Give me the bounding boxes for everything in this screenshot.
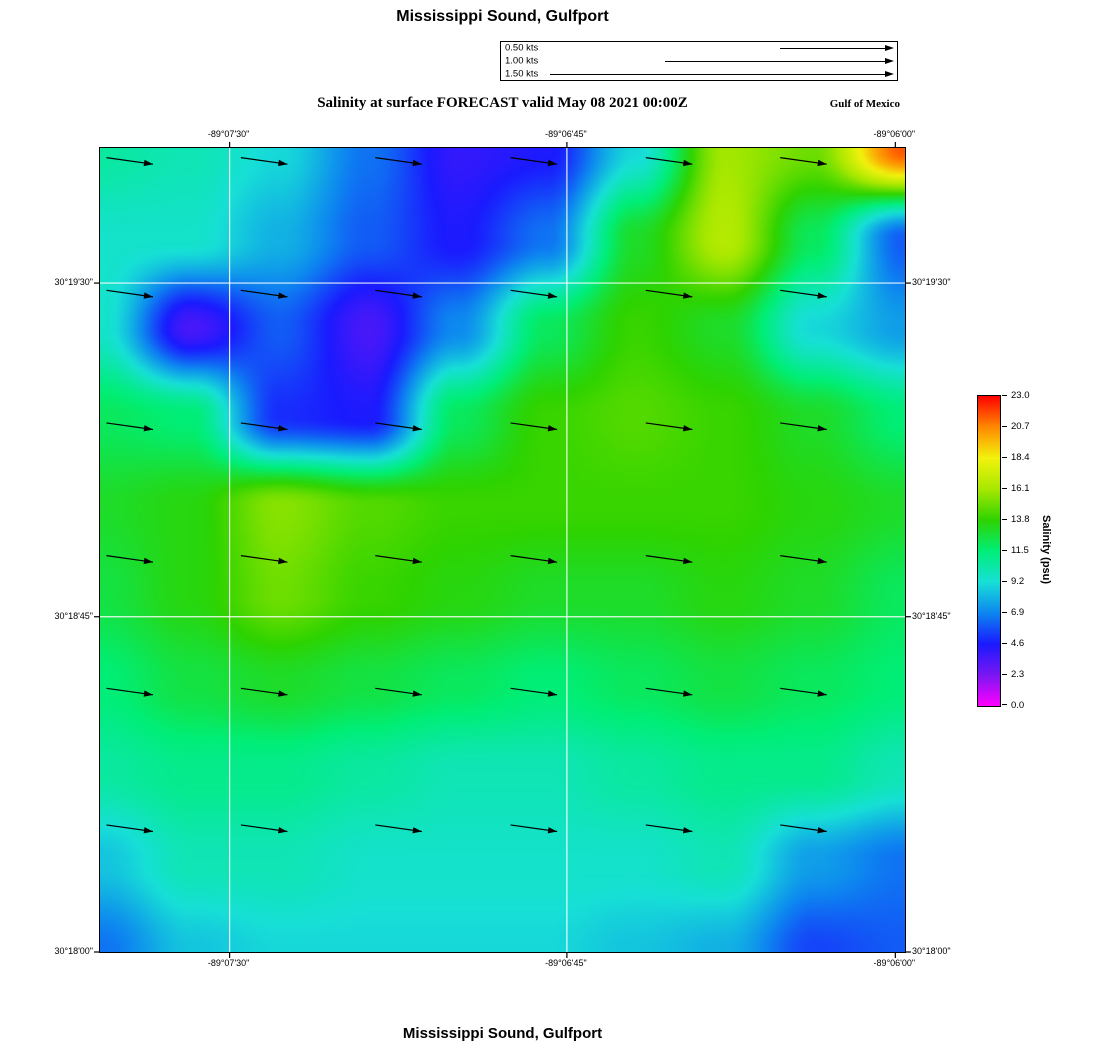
colorbar-tick-label: 2.3 <box>1011 669 1025 680</box>
current-arrow-head <box>817 690 827 697</box>
current-arrow-head <box>817 425 827 432</box>
current-arrow-head <box>143 425 153 432</box>
colorbar-tick-mark <box>1002 426 1007 427</box>
colorbar-tick-label: 6.9 <box>1011 607 1025 618</box>
salinity-heatmap <box>100 148 905 952</box>
colorbar-tick-label: 20.7 <box>1011 421 1030 432</box>
lon-label-top-0: -89°07'30" <box>207 129 250 139</box>
current-arrow-head <box>547 159 558 167</box>
legend-speed-label: 1.00 kts <box>505 55 539 67</box>
legend-row: 0.50 kts <box>501 42 897 55</box>
colorbar-tick-mark <box>1002 612 1007 613</box>
current-arrow-head <box>682 425 693 432</box>
current-arrow-head <box>143 557 153 565</box>
page-title-bottom: Mississippi Sound, Gulfport <box>402 1025 603 1042</box>
colorbar-tick-mark <box>1002 519 1007 520</box>
colorbar-tick-mark <box>1002 395 1007 396</box>
legend-arrow-shaft <box>665 61 886 62</box>
current-arrow-head <box>817 159 827 167</box>
colorbar-gradient <box>977 395 1001 707</box>
colorbar-tick-mark <box>1002 550 1007 551</box>
page-title: Mississippi Sound, Gulfport <box>396 8 609 25</box>
current-arrow-head <box>682 292 693 299</box>
current-arrow-head <box>682 827 693 834</box>
current-arrow-head <box>682 690 693 697</box>
region-label: Gulf of Mexico <box>829 98 900 110</box>
colorbar-tick-mark <box>1002 457 1007 458</box>
current-arrow-head <box>412 827 422 834</box>
colorbar-tick-mark <box>1002 674 1007 675</box>
current-arrow-head <box>278 557 288 565</box>
lat-label-left-1: 30°18'45" <box>54 610 93 621</box>
legend-arrow-shaft <box>550 73 886 75</box>
map-overlay <box>94 142 911 958</box>
current-arrow-head <box>278 159 288 167</box>
colorbar-tick-label: 9.2 <box>1011 576 1025 587</box>
current-arrow-head <box>412 690 422 697</box>
lon-label-bottom-0: -89°07'30" <box>207 958 250 968</box>
legend-arrow-head-icon <box>885 70 894 77</box>
current-arrow-head <box>412 425 422 432</box>
current-arrow-head <box>547 425 558 432</box>
colorbar-tick-mark <box>1002 488 1007 489</box>
colorbar-tick-label: 16.1 <box>1011 483 1030 494</box>
vector-scale-legend: 0.50 kts 1.00 kts 1.50 kts <box>500 41 898 81</box>
lon-label-bottom-1: -89°06'45" <box>545 958 587 968</box>
salinity-map <box>94 142 911 958</box>
legend-arrow-head-icon <box>885 45 894 52</box>
legend-row: 1.00 kts <box>501 55 897 68</box>
current-arrow-head <box>817 827 827 834</box>
colorbar-tick-label: 18.4 <box>1011 452 1030 463</box>
lat-label-right-1: 30°18'45" <box>912 610 951 621</box>
current-arrow-head <box>817 292 827 299</box>
current-arrow-head <box>547 292 558 299</box>
legend-speed-label: 1.50 kts <box>505 68 539 80</box>
current-arrow-head <box>817 557 827 565</box>
legend-speed-label: 0.50 kts <box>505 42 539 54</box>
current-arrow-head <box>547 557 558 565</box>
lon-label-top-1: -89°06'45" <box>545 129 587 139</box>
colorbar-tick-label: 0.0 <box>1011 700 1025 711</box>
lat-label-left-2: 30°18'00" <box>54 946 93 956</box>
colorbar-tick-label: 4.6 <box>1011 638 1025 649</box>
legend-arrow-shaft <box>780 48 886 50</box>
current-arrow-head <box>547 827 558 834</box>
colorbar-tick-label: 11.5 <box>1011 545 1029 556</box>
colorbar-tick-label: 23.0 <box>1011 390 1030 401</box>
current-arrow-head <box>682 557 693 565</box>
lon-label-top-2: -89°06'00" <box>873 129 916 139</box>
current-arrow-head <box>547 690 558 697</box>
current-arrow-head <box>278 827 288 834</box>
current-arrow-head <box>412 557 422 565</box>
lat-label-right-2: 30°18'00" <box>912 946 951 956</box>
current-arrow-head <box>412 292 422 299</box>
current-arrow-head <box>143 690 153 697</box>
current-arrow-head <box>278 292 288 299</box>
current-arrow-head <box>278 425 288 432</box>
colorbar-tick-mark <box>1002 704 1007 705</box>
colorbar-tick-mark <box>1002 581 1007 582</box>
lat-label-right-0: 30°19'30" <box>912 277 951 288</box>
current-arrow-head <box>412 159 422 167</box>
current-arrow-head <box>143 827 153 834</box>
lat-label-left-0: 30°19'30" <box>54 277 93 288</box>
colorbar-tick-label: 13.8 <box>1011 514 1030 525</box>
colorbar-title: Salinity (psu) <box>1040 515 1052 585</box>
current-arrow-head <box>143 292 153 299</box>
forecast-subtitle: Salinity at surface FORECAST valid May 0… <box>317 95 688 111</box>
current-arrow-head <box>278 690 288 697</box>
current-arrow-head <box>682 159 693 167</box>
current-arrow-head <box>143 159 153 167</box>
lon-label-bottom-2: -89°06'00" <box>873 958 916 968</box>
colorbar: 23.0 20.7 18.4 16.1 13.8 11.5 9.2 6.9 4.6 2.3 0.0 <box>977 390 1067 711</box>
colorbar-tick-mark <box>1002 643 1007 644</box>
legend-arrow-head-icon <box>885 58 894 64</box>
legend-row: 1.50 kts <box>501 67 897 80</box>
